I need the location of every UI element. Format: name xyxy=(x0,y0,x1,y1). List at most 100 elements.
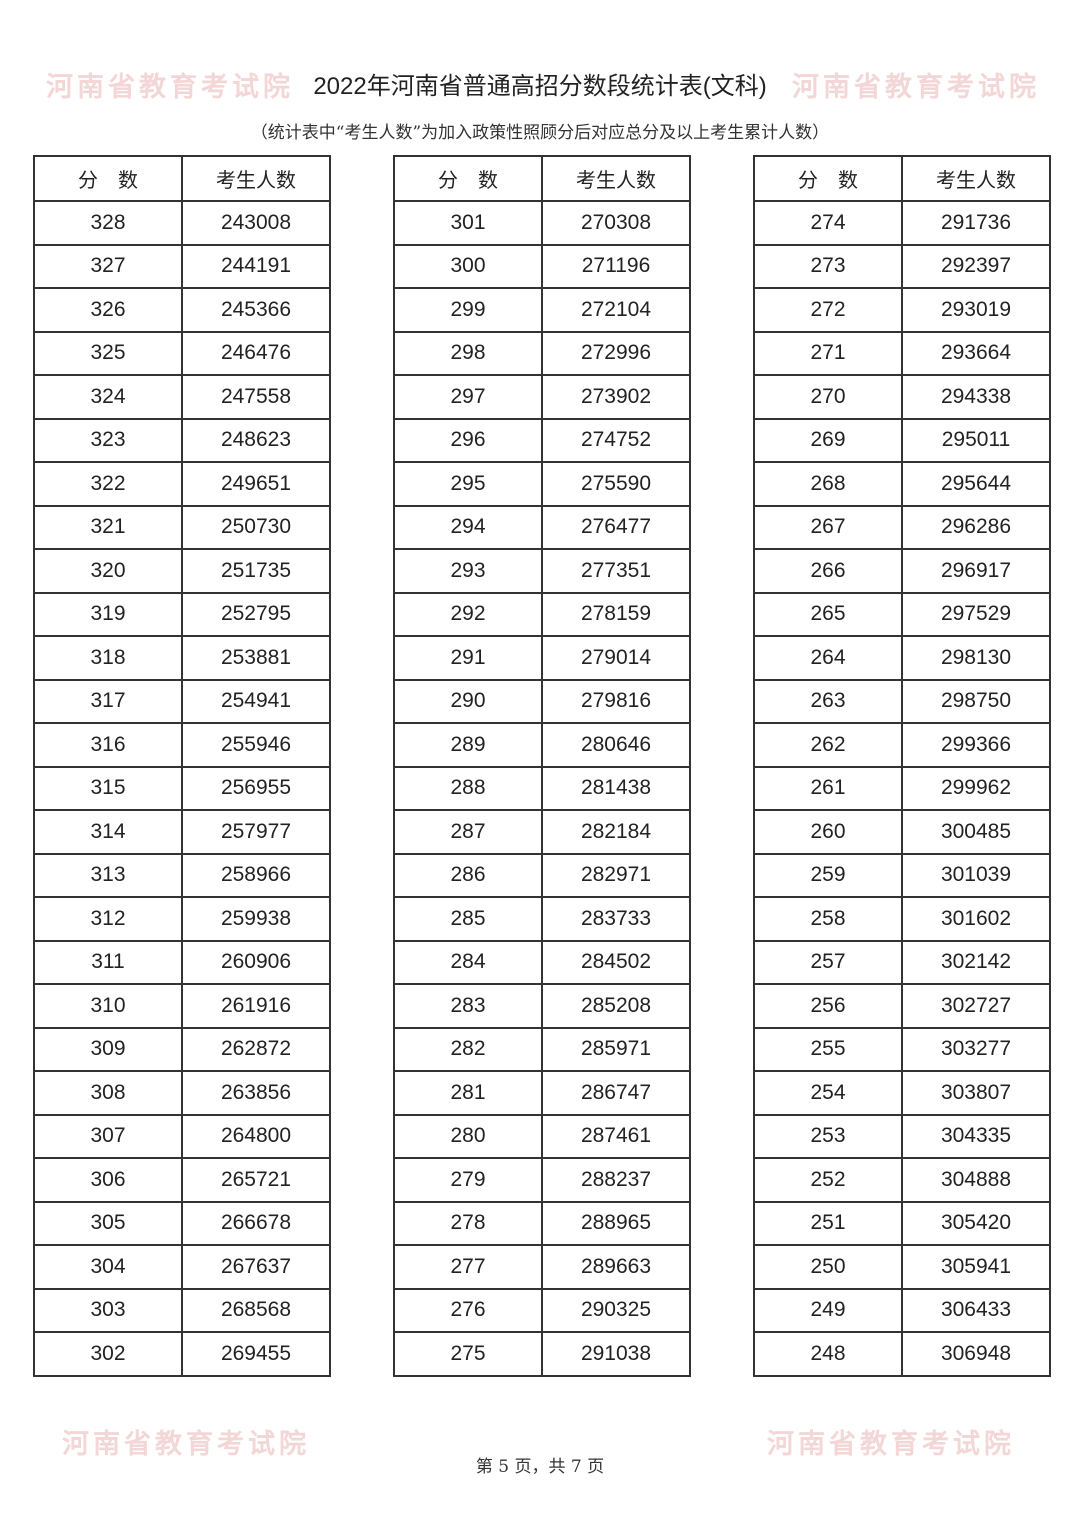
score-cell: 260 xyxy=(753,809,903,855)
count-cell: 302727 xyxy=(901,983,1051,1029)
count-cell: 287461 xyxy=(541,1113,691,1159)
count-cell: 304335 xyxy=(901,1113,1051,1159)
table-row: 310 261916 xyxy=(33,983,331,1029)
table-row: 301 270308 xyxy=(393,200,691,246)
score-cell: 323 xyxy=(33,417,183,463)
table-row: 304 267637 xyxy=(33,1244,331,1290)
table-row: 279 288237 xyxy=(393,1157,691,1203)
score-cell: 250 xyxy=(753,1244,903,1290)
count-cell: 301039 xyxy=(901,852,1051,898)
table-row: 288 281438 xyxy=(393,765,691,811)
table-row: 283 285208 xyxy=(393,983,691,1029)
score-cell: 280 xyxy=(393,1113,543,1159)
table-row: 259 301039 xyxy=(753,852,1051,898)
score-cell: 290 xyxy=(393,678,543,724)
table-row: 323 248623 xyxy=(33,417,331,463)
watermark-text: 河南省教育考试院 xyxy=(792,72,1040,103)
count-cell: 295644 xyxy=(901,461,1051,507)
count-cell: 292397 xyxy=(901,243,1051,289)
count-cell: 298750 xyxy=(901,678,1051,724)
table-row: 272 293019 xyxy=(753,287,1051,333)
count-cell: 299962 xyxy=(901,765,1051,811)
score-cell: 268 xyxy=(753,461,903,507)
table-row: 308 263856 xyxy=(33,1070,331,1116)
table-row: 298 272996 xyxy=(393,330,691,376)
score-cell: 258 xyxy=(753,896,903,942)
count-cell: 260906 xyxy=(181,939,331,985)
count-cell: 254941 xyxy=(181,678,331,724)
count-cell: 297529 xyxy=(901,591,1051,637)
count-cell: 272996 xyxy=(541,330,691,376)
score-cell: 252 xyxy=(753,1157,903,1203)
header-score: 分 数 xyxy=(393,155,543,202)
table-row: 322 249651 xyxy=(33,461,331,507)
score-cell: 251 xyxy=(753,1200,903,1246)
table-row: 277 289663 xyxy=(393,1244,691,1290)
count-cell: 298130 xyxy=(901,635,1051,681)
table-row: 309 262872 xyxy=(33,1026,331,1072)
header-score: 分 数 xyxy=(33,155,183,202)
table-row: 292 278159 xyxy=(393,591,691,637)
count-cell: 293664 xyxy=(901,330,1051,376)
count-cell: 246476 xyxy=(181,330,331,376)
score-cell: 274 xyxy=(753,200,903,246)
table-row: 257 302142 xyxy=(753,939,1051,985)
score-cell: 284 xyxy=(393,939,543,985)
count-cell: 250730 xyxy=(181,504,331,550)
table-row: 258 301602 xyxy=(753,896,1051,942)
table-row: 299 272104 xyxy=(393,287,691,333)
count-cell: 259938 xyxy=(181,896,331,942)
table-row: 269 295011 xyxy=(753,417,1051,463)
count-cell: 295011 xyxy=(901,417,1051,463)
score-cell: 325 xyxy=(33,330,183,376)
count-cell: 274752 xyxy=(541,417,691,463)
count-cell: 306948 xyxy=(901,1331,1051,1377)
score-cell: 293 xyxy=(393,548,543,594)
table-row: 261 299962 xyxy=(753,765,1051,811)
watermark-text: 河南省教育考试院 xyxy=(767,1429,1015,1460)
count-cell: 253881 xyxy=(181,635,331,681)
page-subtitle: （统计表中“考生人数”为加入政策性照顾分后对应总分及以上考生累计人数） xyxy=(250,123,830,143)
score-cell: 248 xyxy=(753,1331,903,1377)
score-cell: 315 xyxy=(33,765,183,811)
score-cell: 254 xyxy=(753,1070,903,1116)
score-cell: 283 xyxy=(393,983,543,1029)
score-cell: 277 xyxy=(393,1244,543,1290)
score-cell: 320 xyxy=(33,548,183,594)
table-row: 302 269455 xyxy=(33,1331,331,1377)
count-cell: 304888 xyxy=(901,1157,1051,1203)
score-cell: 319 xyxy=(33,591,183,637)
table-row: 276 290325 xyxy=(393,1287,691,1333)
score-cell: 306 xyxy=(33,1157,183,1203)
table-row: 311 260906 xyxy=(33,939,331,985)
score-cell: 285 xyxy=(393,896,543,942)
count-cell: 256955 xyxy=(181,765,331,811)
score-cell: 282 xyxy=(393,1026,543,1072)
table-row: 278 288965 xyxy=(393,1200,691,1246)
count-cell: 258966 xyxy=(181,852,331,898)
score-cell: 304 xyxy=(33,1244,183,1290)
count-cell: 282184 xyxy=(541,809,691,855)
score-cell: 263 xyxy=(753,678,903,724)
count-cell: 244191 xyxy=(181,243,331,289)
table-row: 316 255946 xyxy=(33,722,331,768)
score-cell: 281 xyxy=(393,1070,543,1116)
count-cell: 289663 xyxy=(541,1244,691,1290)
score-cell: 264 xyxy=(753,635,903,681)
table-row: 267 296286 xyxy=(753,504,1051,550)
count-cell: 266678 xyxy=(181,1200,331,1246)
count-cell: 305941 xyxy=(901,1244,1051,1290)
table-row: 313 258966 xyxy=(33,852,331,898)
count-cell: 290325 xyxy=(541,1287,691,1333)
score-cell: 300 xyxy=(393,243,543,289)
table-row: 253 304335 xyxy=(753,1113,1051,1159)
table-row: 251 305420 xyxy=(753,1200,1051,1246)
count-cell: 269455 xyxy=(181,1331,331,1377)
count-cell: 284502 xyxy=(541,939,691,985)
table-row: 287 282184 xyxy=(393,809,691,855)
count-cell: 270308 xyxy=(541,200,691,246)
table-row: 260 300485 xyxy=(753,809,1051,855)
score-cell: 262 xyxy=(753,722,903,768)
table-row: 291 279014 xyxy=(393,635,691,681)
table-row: 327 244191 xyxy=(33,243,331,289)
